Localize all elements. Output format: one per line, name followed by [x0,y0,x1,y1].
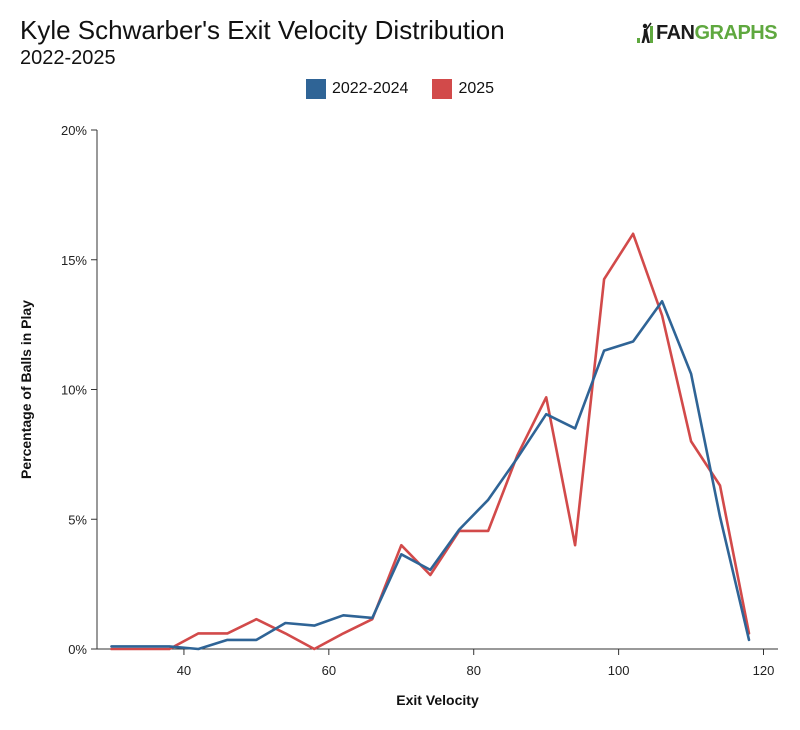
legend-swatch-2025 [432,79,453,99]
x-tick-label: 120 [753,663,775,678]
y-tick-label: 5% [68,512,87,527]
logo-text-fan: FAN [656,21,695,44]
x-tick-label: 60 [322,663,336,678]
y-tick-label: 20% [61,123,87,138]
legend-label-2022-2024: 2022-2024 [331,80,409,97]
legend-item-2022-2024[interactable]: 2022-2024 [305,79,409,99]
fangraphs-batter-icon [637,22,653,43]
legend-swatch-2022-2024 [305,79,326,99]
legend-item-2025[interactable]: 2025 [432,79,494,99]
y-tick-label: 0% [68,642,87,657]
fangraphs-logo: FAN GRAPHS [636,20,778,46]
logo-text-graphs: GRAPHS [694,21,778,44]
x-axis-label: Exit Velocity [396,692,479,708]
y-tick-label: 10% [61,383,87,398]
x-tick-label: 100 [608,663,630,678]
y-axis-label: Percentage of Balls in Play [18,300,34,479]
chart-title: Kyle Schwarber's Exit Velocity Distribut… [20,15,505,45]
series-line-2022-2024 [110,299,751,651]
legend-label-2025: 2025 [458,80,495,97]
series-line-2025 [110,232,751,651]
x-tick-label: 80 [466,663,480,678]
x-tick-label: 40 [177,663,191,678]
y-tick-label: 15% [61,253,87,268]
chart-subtitle: 2022-2025 [20,47,116,69]
chart-legend: 2022-2024 2025 [0,79,800,99]
